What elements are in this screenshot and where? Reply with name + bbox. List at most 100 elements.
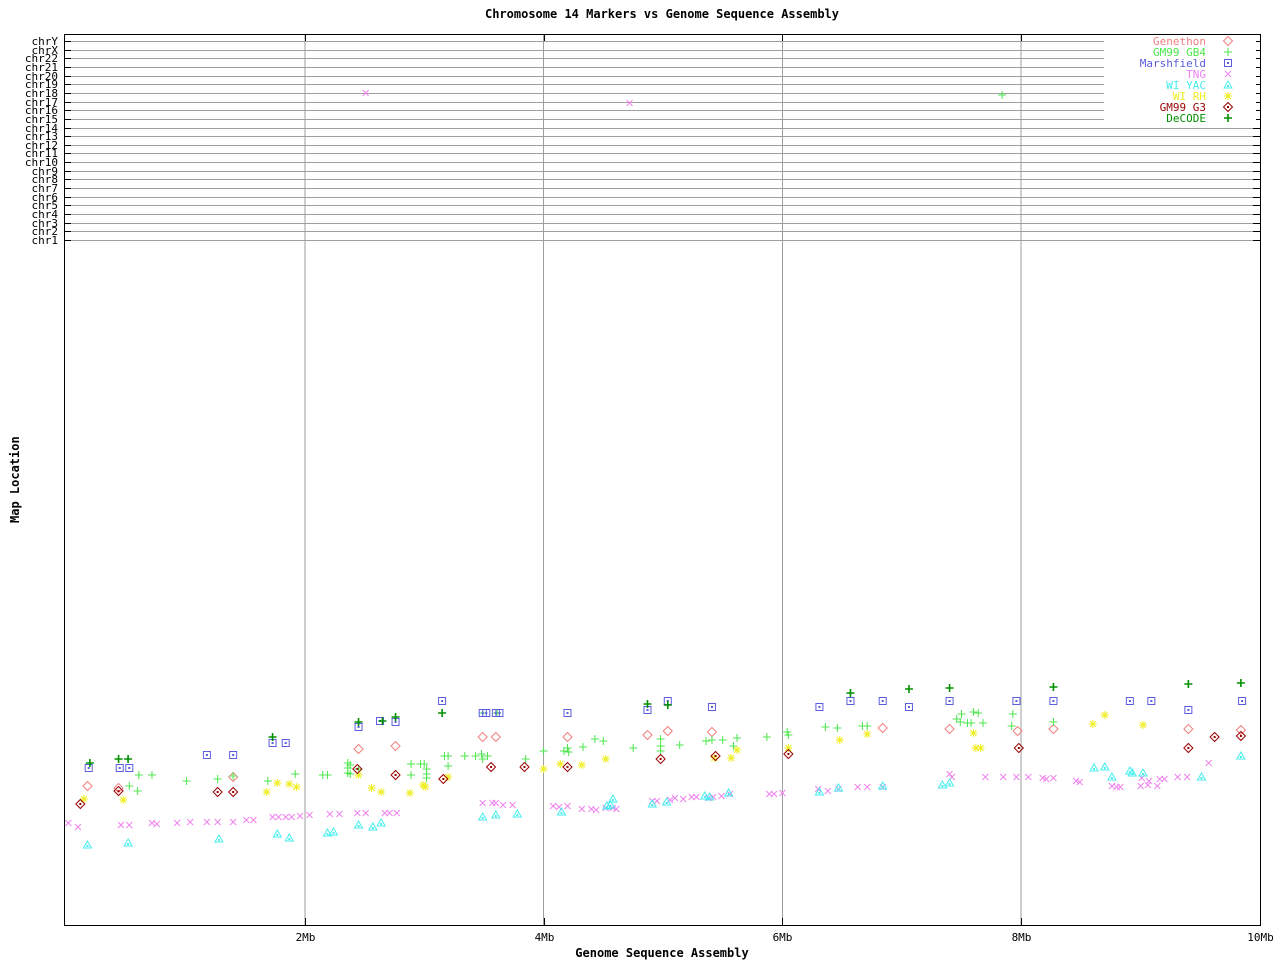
marker-wi-yac (877, 780, 888, 790)
marker-gm99-gb4 (821, 723, 830, 731)
marker-marshfield (815, 703, 824, 711)
marker-gm99-gb4 (956, 718, 965, 726)
marker-marshfield (1147, 697, 1156, 705)
marker-wi-rh (971, 744, 980, 752)
marker-gm99-gb4 (1049, 718, 1058, 726)
marker-wi-yac (272, 828, 283, 838)
marker-gm99-gb4 (675, 741, 684, 749)
marker-decode (1184, 680, 1193, 688)
marker-tng (386, 809, 393, 817)
marker-wi-rh (733, 746, 742, 754)
marker-wi-rh (784, 744, 793, 752)
marker-genethon (642, 729, 653, 741)
y-axis-label-chr20: chr20 (25, 70, 58, 83)
marker-gm99-g3 (655, 753, 666, 765)
marker-decode (1049, 683, 1058, 691)
marker-genethon (82, 780, 93, 792)
marker-tng (381, 809, 389, 817)
legend-label-genethon: Genethon (1153, 35, 1206, 48)
y-axis-label-chrY: chrY (32, 35, 59, 48)
marker-tng (509, 801, 516, 809)
marker-genethon (1048, 723, 1059, 735)
marker-tng (336, 810, 343, 818)
marker-gm99-gb4 (599, 737, 608, 745)
y-axis-label-chr6: chr6 (32, 191, 59, 204)
marker-marshfield (904, 703, 913, 711)
marker-marshfield (1012, 697, 1021, 705)
marker-gm99-g3 (1183, 742, 1194, 754)
marker-marshfield (125, 764, 134, 772)
y-axis-label-chr2: chr2 (32, 225, 59, 238)
y-axis-label-chr22: chr22 (25, 52, 58, 65)
chromosome-lines (64, 41, 1260, 241)
marker-tng (1076, 778, 1084, 786)
marker-gm99-g3 (390, 769, 401, 781)
marker-tng (1174, 773, 1181, 781)
marker-gm99-gb4 (134, 771, 143, 779)
marker-gm99-gb4 (563, 744, 572, 752)
marker-gm99-gb4 (125, 782, 134, 790)
marker-gm99-gb4 (564, 748, 573, 756)
legend-label-tng: TNG (1186, 68, 1206, 81)
chart-title: Chromosome 14 Markers vs Genome Sequence… (484, 7, 839, 21)
marker-tng (549, 802, 557, 810)
series-gm99-gb4 (125, 91, 1058, 795)
marker-genethon (390, 740, 401, 752)
marker-wi-yac (704, 791, 715, 801)
marker-wi-yac (556, 806, 567, 816)
marker-tng (125, 821, 133, 829)
marker-tng (814, 785, 822, 793)
marker-tng (999, 773, 1007, 781)
marker-decode (643, 700, 652, 708)
x-tick-label-4Mb: 4Mb (535, 931, 555, 944)
marker-gm99-gb4 (1007, 722, 1016, 730)
marker-wi-yac (1107, 771, 1117, 781)
marker-gm99-gb4 (478, 755, 487, 763)
marker-tng (250, 816, 257, 824)
marker-tng (592, 806, 600, 814)
marker-gm99-gb4 (483, 752, 492, 760)
marker-tng (186, 818, 194, 826)
marker-tng (1183, 773, 1191, 781)
marker-genethon (490, 731, 502, 743)
marker-gm99-gb4 (229, 772, 238, 780)
marker-decode (378, 717, 387, 725)
marker-decode (1236, 679, 1245, 687)
marker-marshfield (1125, 697, 1134, 705)
marker-wi-yac (647, 798, 658, 808)
marker-gm99-g3 (485, 761, 497, 773)
marker-decode (268, 733, 277, 741)
marker-tng (854, 783, 861, 791)
legend-marker-cross-icon (1224, 70, 1232, 78)
legend-item-wi-yac: WI YAC (1166, 79, 1233, 92)
marker-wi-yac (833, 782, 844, 792)
series-wi-rh (79, 711, 1147, 804)
marker-wi-rh (556, 760, 565, 768)
marker-gm99-gb4 (969, 708, 978, 716)
marker-wi-rh (1138, 721, 1147, 729)
marker-tng (982, 773, 989, 781)
legend-item-marshfield: Marshfield (1140, 57, 1232, 70)
marker-tng (688, 793, 696, 801)
marker-marshfield (1184, 706, 1193, 714)
y-axis-label-chr19: chr19 (25, 78, 58, 91)
y-axis-label-chr11: chr11 (25, 147, 58, 160)
marker-tng (863, 783, 871, 791)
marker-tng (153, 820, 161, 828)
marker-genethon (944, 723, 955, 735)
marker-genethon (662, 725, 673, 737)
marker-gm99-g3 (710, 750, 721, 762)
marker-wi-rh (262, 788, 271, 796)
marker-tng (214, 818, 221, 826)
marker-genethon (1183, 723, 1194, 735)
marker-wi-yac (1138, 767, 1148, 777)
marker-wi-yac (82, 839, 93, 849)
marker-gm99-gb4 (629, 744, 638, 752)
marker-marshfield (878, 697, 887, 705)
marker-tng (1153, 782, 1161, 790)
marker-marshfield (945, 697, 954, 705)
marker-gm99-g3 (352, 763, 363, 775)
marker-gm99-g3 (1013, 742, 1025, 754)
y-axis-label-chr7: chr7 (32, 182, 59, 195)
